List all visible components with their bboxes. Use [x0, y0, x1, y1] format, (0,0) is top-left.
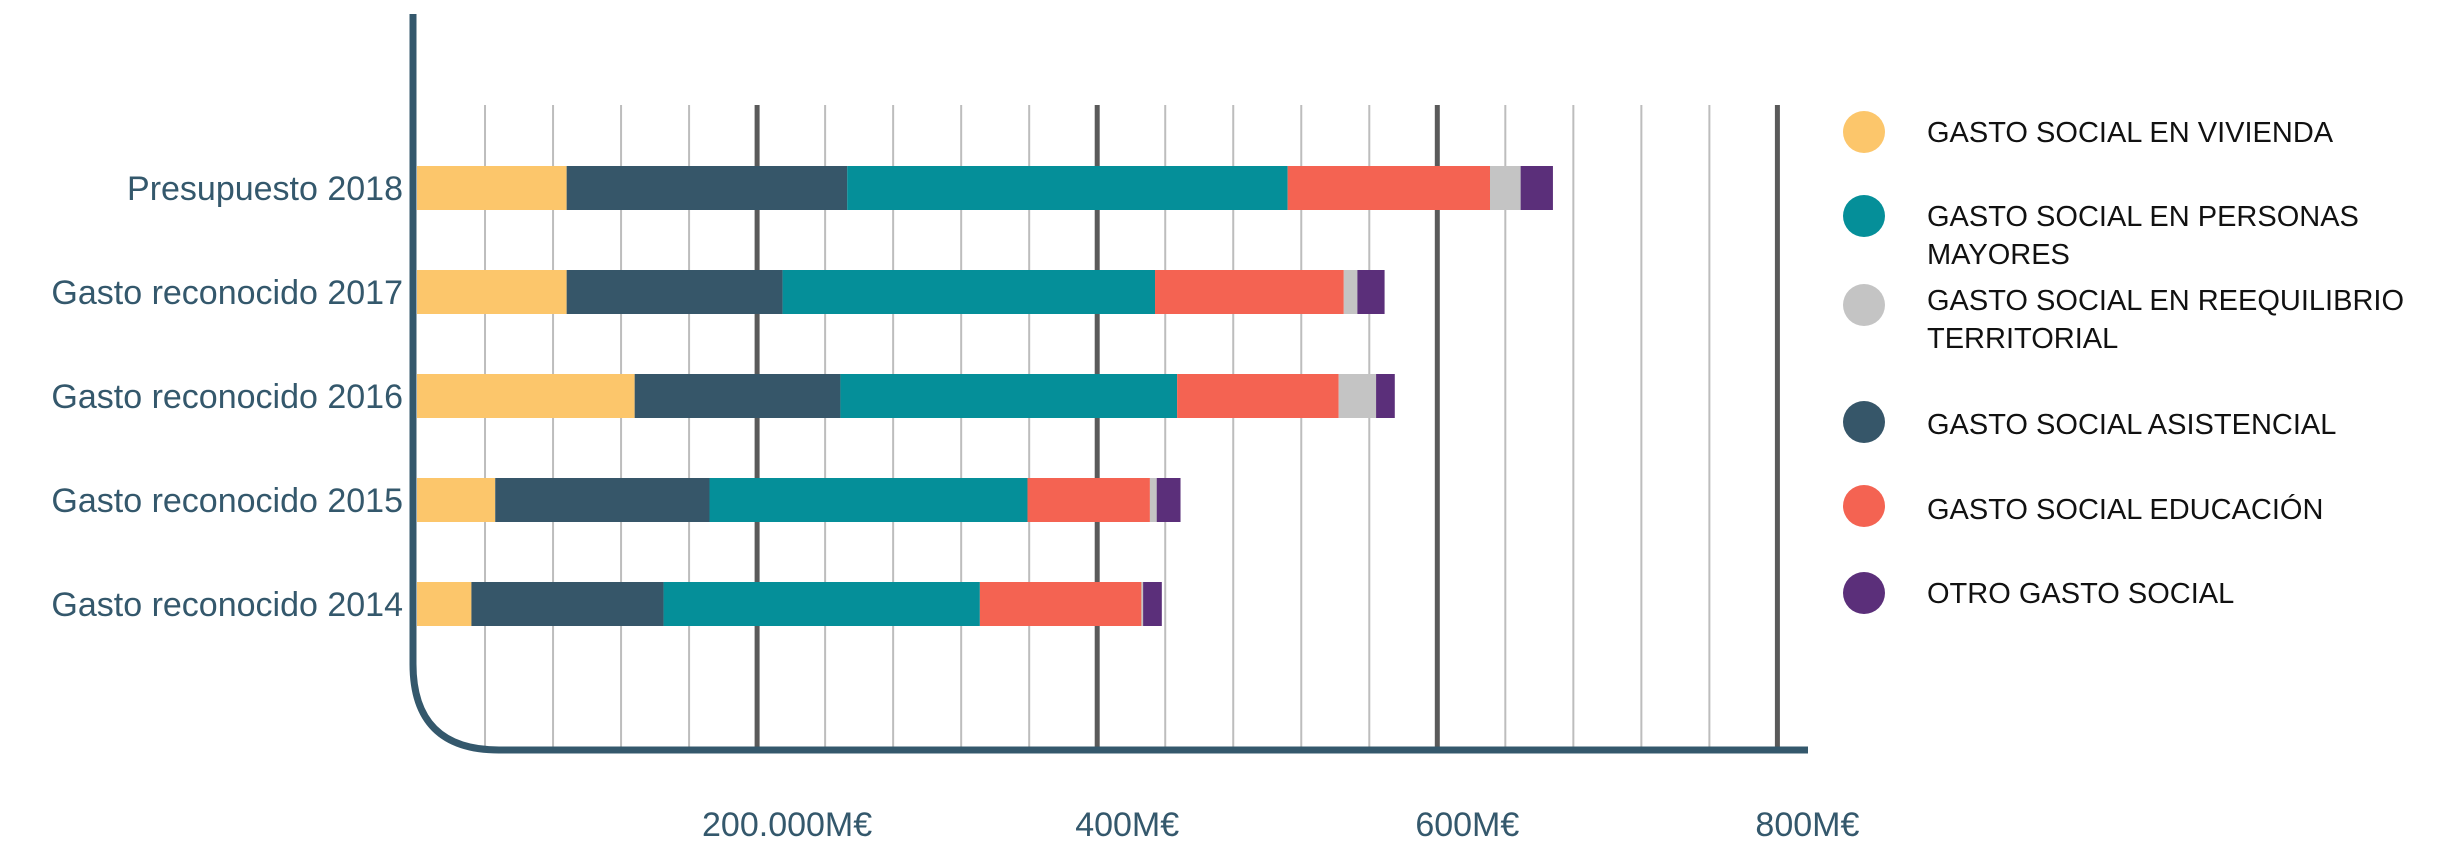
legend-swatch [1843, 401, 1885, 443]
category-labels: Presupuesto 2018 Gasto reconocido 2017 Gas… [51, 170, 403, 624]
bar-segment-otro [1156, 478, 1181, 522]
legend-swatch [1843, 485, 1885, 527]
x-tick-label: 800M€ [1755, 806, 1859, 842]
legend-label: GASTO SOCIAL ASISTENCIAL [1927, 409, 2336, 441]
bar-segment-educacion [1155, 270, 1344, 314]
bar-segment-asistencial [471, 582, 664, 626]
minor-grid [484, 105, 1711, 748]
legend-swatch [1843, 572, 1885, 614]
bar-segment-vivienda [417, 374, 635, 418]
category-label: Gasto reconocido 2014 [51, 586, 403, 624]
bar-segment-reequilibrio [1338, 374, 1377, 418]
bar-segment-mayores [847, 166, 1288, 210]
bar-segment-reequilibrio [1490, 166, 1521, 210]
bar-segment-mayores [840, 374, 1178, 418]
legend-swatch [1843, 111, 1885, 153]
legend-swatch [1843, 195, 1885, 237]
legend-label: GASTO SOCIAL EN REEQUILIBRIO TERRITORIAL [1927, 285, 2404, 355]
x-tick-label: 400M€ [1075, 806, 1179, 842]
bar-segment-otro [1143, 582, 1162, 626]
x-tick-label: 200.000M€ [702, 806, 872, 842]
bar-segment-otro [1520, 166, 1553, 210]
bar-segment-educacion [1177, 374, 1339, 418]
axis-frame [409, 14, 1808, 754]
legend: GASTO SOCIAL EN VIVIENDA GASTO SOCIAL EN … [1843, 111, 2404, 614]
bar-segment-otro [1357, 270, 1385, 314]
bar-segment-asistencial [634, 374, 841, 418]
bar-segment-mayores [782, 270, 1156, 314]
bar-segment-reequilibrio [1343, 270, 1358, 314]
bar-segment-mayores [663, 582, 980, 626]
legend-label: GASTO SOCIAL EN PERSONAS MAYORES [1927, 201, 2359, 271]
bar-segment-educacion [1027, 478, 1150, 522]
x-tick-label: 600M€ [1415, 806, 1519, 842]
bar-segment-vivienda [417, 270, 567, 314]
bar-segment-asistencial [566, 270, 783, 314]
bar-segment-mayores [709, 478, 1028, 522]
legend-label: GASTO SOCIAL EN VIVIENDA [1927, 117, 2334, 149]
bar-segment-vivienda [417, 582, 472, 626]
bar-segment-reequilibrio [1141, 582, 1144, 626]
bar-segment-reequilibrio [1149, 478, 1157, 522]
bar-segment-vivienda [417, 166, 567, 210]
category-label: Presupuesto 2018 [127, 170, 403, 208]
bar-segment-educacion [979, 582, 1142, 626]
bars [417, 166, 1553, 626]
x-tick-labels: 200.000M€ 400M€ 600M€ 800M€ [702, 806, 1859, 842]
legend-swatch [1843, 284, 1885, 326]
bar-segment-asistencial [566, 166, 848, 210]
category-label: Gasto reconocido 2016 [51, 378, 403, 416]
legend-label: OTRO GASTO SOCIAL [1927, 578, 2234, 610]
bar-segment-asistencial [495, 478, 710, 522]
bar-segment-educacion [1287, 166, 1491, 210]
major-grid [754, 105, 1780, 748]
legend-label: GASTO SOCIAL EDUCACIÓN [1927, 493, 2323, 526]
category-label: Gasto reconocido 2017 [51, 274, 403, 312]
category-label: Gasto reconocido 2015 [51, 482, 403, 520]
bar-segment-otro [1376, 374, 1395, 418]
bar-segment-vivienda [417, 478, 496, 522]
